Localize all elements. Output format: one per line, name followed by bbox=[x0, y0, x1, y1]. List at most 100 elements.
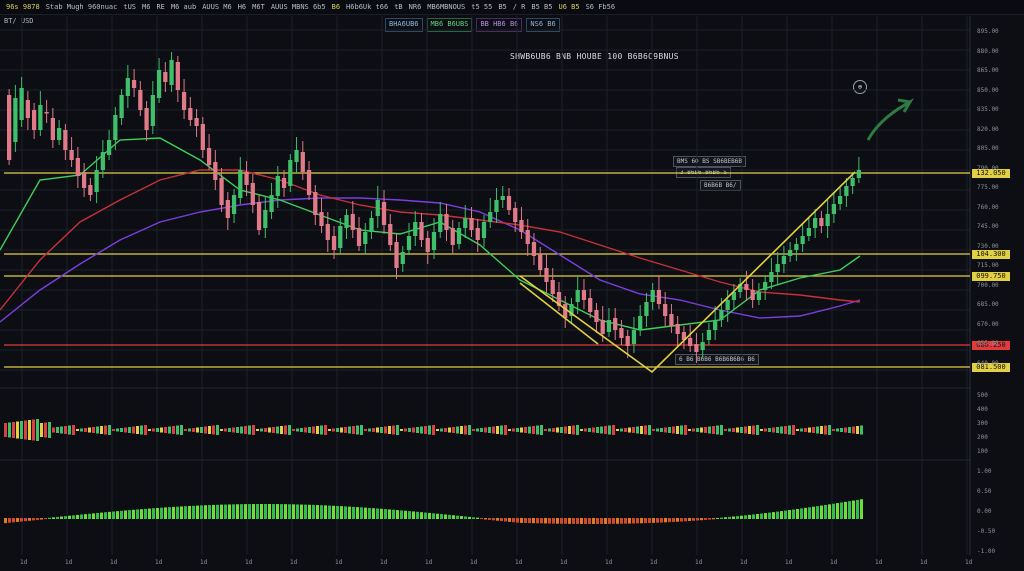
volume-bar bbox=[796, 429, 799, 431]
price-level-tag[interactable]: 081.500 bbox=[972, 362, 1010, 372]
ma-purple-line bbox=[0, 197, 861, 323]
toolbar-item[interactable]: H6b6Uk t66 bbox=[346, 3, 389, 11]
toolbar-item[interactable]: tB bbox=[394, 3, 403, 11]
toolbar-item[interactable]: AUUS MBNS 6b5 bbox=[270, 3, 326, 11]
macd-histogram-bar bbox=[856, 499, 859, 519]
macd-histogram-bar bbox=[112, 511, 115, 519]
toolbar-item[interactable]: t5 55 bbox=[471, 3, 493, 11]
macd-histogram-bar bbox=[584, 518, 587, 524]
price-level-tag[interactable]: 099.750 bbox=[972, 271, 1010, 281]
macd-histogram-bar bbox=[672, 518, 675, 522]
macd-histogram-bar bbox=[80, 514, 83, 519]
volume-bar bbox=[616, 429, 619, 431]
candle bbox=[656, 290, 662, 304]
volume-bar bbox=[788, 425, 791, 435]
ma-red-line bbox=[0, 169, 861, 311]
y-axis-tick: 850.00 bbox=[977, 86, 999, 94]
volume-bar bbox=[312, 426, 315, 434]
candle bbox=[119, 95, 124, 118]
volume-bar bbox=[452, 427, 455, 433]
indicator-tab[interactable]: NS6 B6 bbox=[526, 18, 560, 32]
toolbar-item[interactable]: B6 bbox=[331, 3, 341, 11]
toolbar-item[interactable]: U6 B5 bbox=[558, 3, 580, 11]
toolbar-item[interactable]: Stab Mugh 960nuac bbox=[45, 3, 118, 11]
toolbar-item[interactable]: MB6MBNOUS bbox=[427, 3, 466, 11]
volume-bar bbox=[228, 428, 231, 432]
compass-icon[interactable]: ⊕ bbox=[853, 80, 867, 94]
candle bbox=[744, 284, 749, 290]
toolbar-item[interactable]: RE bbox=[156, 3, 165, 11]
toolbar-item[interactable]: AUUS M6 bbox=[202, 3, 232, 11]
macd-histogram-bar bbox=[600, 518, 603, 524]
annotation-box-1: BMS 60 BS SB6BEB6B bbox=[673, 156, 747, 167]
volume-bar bbox=[288, 425, 291, 435]
x-axis-tick: 1d bbox=[920, 559, 928, 566]
volume-bar bbox=[676, 426, 679, 434]
volume-bar bbox=[464, 425, 467, 435]
candle bbox=[481, 222, 487, 238]
toolbar-item[interactable]: B5 bbox=[498, 3, 507, 11]
macd-histogram-bar bbox=[204, 505, 207, 519]
toolbar-item[interactable]: NR6 bbox=[408, 3, 422, 11]
volume-bar bbox=[384, 426, 387, 434]
toolbar-item[interactable]: / R bbox=[512, 3, 526, 11]
toolbar-item[interactable]: 96s 9878 bbox=[6, 3, 40, 11]
macd-histogram-bar bbox=[128, 510, 131, 519]
candle bbox=[7, 95, 12, 160]
candle bbox=[750, 290, 755, 300]
macd-histogram-bar bbox=[304, 504, 307, 519]
macd-histogram-bar bbox=[532, 518, 535, 524]
volume-bar bbox=[556, 427, 559, 433]
toolbar-item[interactable]: M6 bbox=[142, 3, 151, 11]
candle bbox=[831, 204, 837, 214]
volume-bar bbox=[284, 425, 287, 435]
volume-bar bbox=[172, 426, 175, 434]
candle bbox=[625, 336, 630, 346]
indicator-tab[interactable]: BB HB6 B6 bbox=[476, 18, 523, 32]
volume-bar bbox=[628, 427, 631, 433]
macd-histogram-bar bbox=[424, 512, 427, 519]
volume-bar bbox=[124, 427, 127, 433]
macd-histogram-bar bbox=[712, 518, 715, 520]
macd-histogram-bar bbox=[412, 511, 415, 519]
macd-histogram-bar bbox=[716, 517, 719, 519]
price-level-tag[interactable]: 086.250 bbox=[972, 340, 1010, 350]
top-toolbar: 96s 9878 Stab Mugh 960nuac tUS M6 RE M6 aub AU… bbox=[0, 0, 1024, 15]
candle bbox=[169, 60, 174, 85]
candle bbox=[238, 170, 243, 198]
toolbar-item[interactable]: H6 bbox=[237, 3, 247, 11]
macd-histogram-bar bbox=[344, 506, 347, 519]
volume-bar bbox=[552, 428, 555, 432]
toolbar-item[interactable]: S6 Fb56 bbox=[585, 3, 616, 11]
volume-bar bbox=[792, 425, 795, 435]
price-level-tag[interactable]: 104.300 bbox=[972, 249, 1010, 259]
candle bbox=[125, 78, 130, 96]
macd-histogram-bar bbox=[136, 509, 139, 519]
volume-bar bbox=[828, 425, 831, 435]
volume-bar bbox=[136, 426, 139, 434]
toolbar-item[interactable]: B5 B5 bbox=[531, 3, 553, 11]
volume-bar bbox=[272, 427, 275, 433]
toolbar-item[interactable]: M6 aub bbox=[170, 3, 197, 11]
volume-bar bbox=[192, 428, 195, 432]
macd-histogram-bar bbox=[436, 513, 439, 519]
volume-bar bbox=[4, 423, 7, 437]
macd-histogram-bar bbox=[292, 504, 295, 519]
volume-bar bbox=[804, 428, 807, 432]
volume-bar bbox=[280, 426, 283, 434]
volume-bar bbox=[784, 426, 787, 434]
macd-histogram-bar bbox=[200, 505, 203, 519]
volume-bar bbox=[248, 425, 251, 435]
volume-bar bbox=[320, 425, 323, 435]
volume-bar bbox=[712, 426, 715, 434]
toolbar-item[interactable]: tUS bbox=[123, 3, 137, 11]
volume-bar bbox=[612, 425, 615, 435]
y-axis-tick: 805.00 bbox=[977, 145, 999, 152]
indicator-tab[interactable]: BHA6UB6 bbox=[385, 18, 423, 32]
macd-histogram-bar bbox=[836, 503, 839, 519]
toolbar-item[interactable]: M6T bbox=[252, 3, 265, 11]
macd-histogram-bar bbox=[624, 518, 627, 524]
price-level-tag[interactable]: 132.050 bbox=[972, 168, 1010, 178]
volume-bar bbox=[692, 428, 695, 432]
